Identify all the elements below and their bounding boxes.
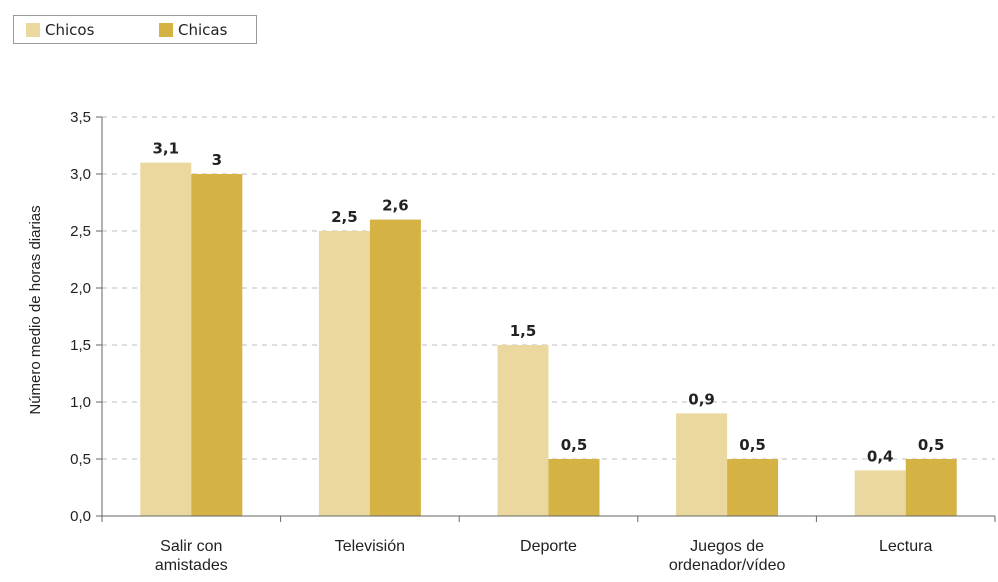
y-tick-label: 3,5 (70, 109, 91, 126)
bar-chicas (369, 219, 421, 516)
legend-swatch-chicas (159, 23, 173, 37)
y-tick-label: 2,5 (70, 223, 91, 240)
x-category-label: Deporte (520, 538, 577, 555)
bar-chicas (548, 459, 600, 516)
bar-chicas (727, 459, 779, 516)
bar-chicos (676, 413, 728, 516)
legend-item-chicas: Chicas (159, 21, 227, 39)
data-label: 0,4 (867, 447, 894, 465)
data-label: 0,5 (918, 436, 945, 454)
y-tick-label: 3,0 (70, 166, 91, 183)
y-axis-title: Número medio de horas diarias (27, 205, 44, 414)
data-label: 0,5 (739, 436, 766, 454)
grid-lines (102, 116, 995, 460)
x-category-label: Televisión (335, 538, 405, 555)
x-category-label: Salir con amistades (155, 538, 228, 574)
data-label: 2,6 (382, 197, 409, 215)
bar-chicos (854, 470, 906, 516)
legend-swatch-chicos (26, 23, 40, 37)
data-label: 2,5 (331, 208, 358, 226)
data-label: 1,5 (510, 322, 537, 340)
data-label: 3,1 (153, 140, 180, 158)
data-labels: 3,1 3 2,5 2,6 1,5 0,5 0,9 0,5 0,4 0,5 (153, 140, 945, 466)
bar-chicos (140, 162, 192, 516)
bar-chicas (191, 174, 243, 516)
legend-item-chicos: Chicos (26, 21, 94, 39)
data-label: 0,9 (688, 390, 715, 408)
bar-chicas (905, 459, 957, 516)
legend-label-chicos: Chicos (45, 21, 95, 39)
axes: 0,0 0,5 1,0 1,5 2,0 2,5 3,0 3,5 Salir con amistad… (70, 109, 996, 574)
legend: Chicos Chicas (13, 15, 257, 44)
x-category-label: Lectura (879, 538, 932, 555)
y-tick-label: 0,5 (70, 451, 91, 468)
bar-chicos (318, 231, 370, 516)
bars (140, 162, 957, 516)
data-label: 0,5 (561, 436, 588, 454)
bar-chicos (497, 345, 549, 516)
legend-label-chicas: Chicas (178, 21, 228, 39)
x-category-label: Juegos de ordenador/vídeo (669, 538, 786, 574)
data-label: 3 (212, 151, 222, 169)
y-tick-label: 1,5 (70, 337, 91, 354)
y-tick-label: 1,0 (70, 394, 91, 411)
y-tick-label: 2,0 (70, 280, 91, 297)
y-tick-label: 0,0 (70, 508, 91, 525)
